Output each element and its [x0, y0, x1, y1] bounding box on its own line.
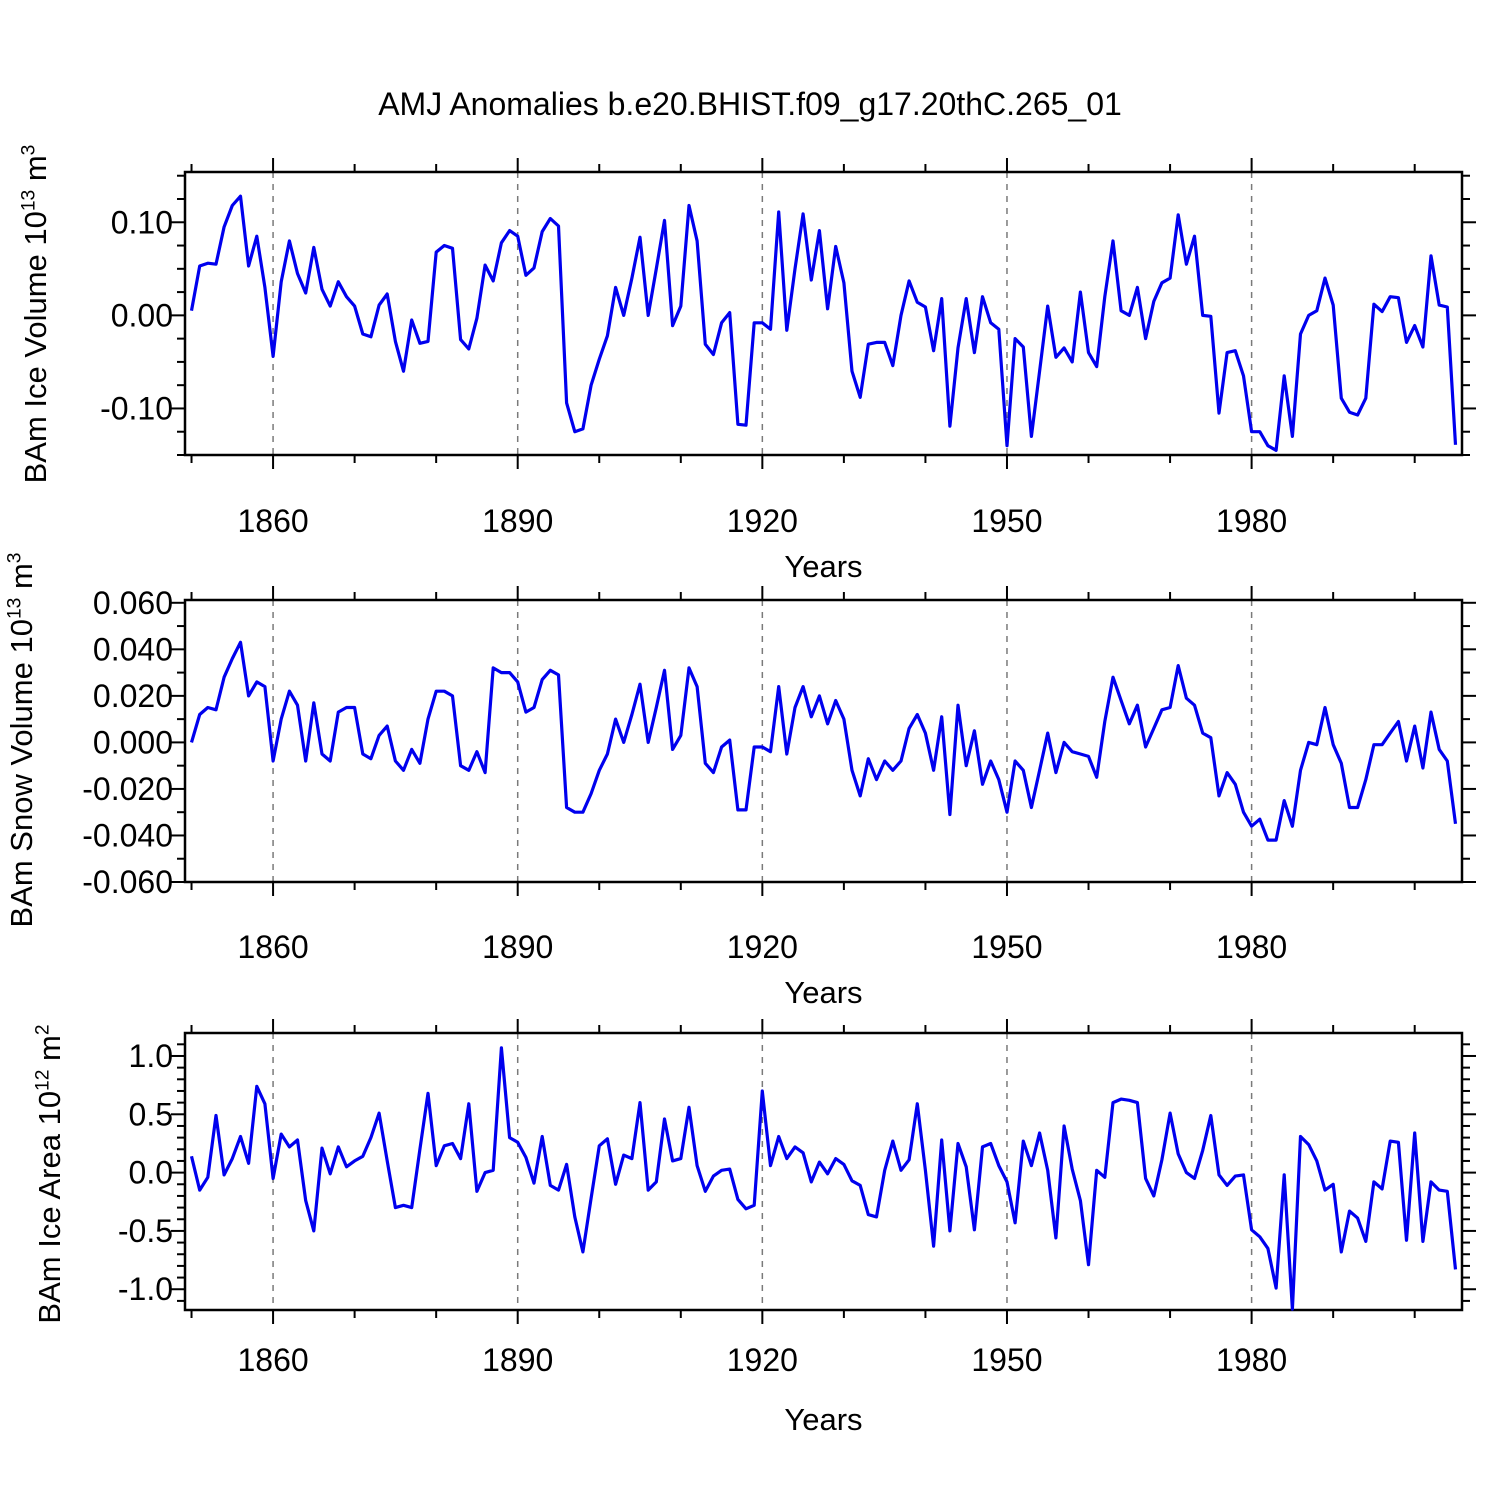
y-axis-title-exponent: 13 — [4, 597, 26, 620]
svg-text:1980: 1980 — [1216, 503, 1287, 539]
series-line-bam-ice-area-anomaly — [189, 1046, 1458, 1311]
y-axis-title-unit-exponent: 3 — [4, 552, 26, 564]
svg-text:1920: 1920 — [727, 929, 798, 965]
svg-text:1890: 1890 — [482, 1342, 553, 1378]
svg-text:0.060: 0.060 — [93, 585, 173, 621]
y-axis-title-exponent: 13 — [18, 189, 40, 212]
svg-text:-1.0: -1.0 — [118, 1271, 173, 1307]
svg-text:0.00: 0.00 — [111, 297, 173, 333]
y-axis-title-ice-area: BAm Ice Area 1012 m2 — [32, 874, 68, 1474]
series-line-bam-snow-volume-anomaly — [189, 640, 1458, 842]
svg-text:-0.040: -0.040 — [82, 817, 173, 853]
y-axis-title-unit: m — [18, 155, 53, 190]
svg-text:0.020: 0.020 — [93, 678, 173, 714]
svg-text:1920: 1920 — [727, 1342, 798, 1378]
svg-text:0.10: 0.10 — [111, 204, 173, 240]
svg-text:1860: 1860 — [237, 503, 308, 539]
svg-text:1.0: 1.0 — [129, 1038, 173, 1074]
chart-title: AMJ Anomalies b.e20.BHIST.f09_g17.20thC.… — [378, 86, 1122, 122]
svg-text:1890: 1890 — [482, 503, 553, 539]
svg-text:-0.020: -0.020 — [82, 771, 173, 807]
svg-text:0.0: 0.0 — [129, 1155, 173, 1191]
svg-text:1860: 1860 — [237, 929, 308, 965]
svg-text:-0.060: -0.060 — [82, 864, 173, 900]
x-axis-title-panel3: Years — [784, 1402, 863, 1437]
x-axis-title-panel1: Years — [784, 549, 863, 584]
svg-text:1980: 1980 — [1216, 929, 1287, 965]
svg-text:0.5: 0.5 — [129, 1096, 173, 1132]
svg-text:-0.10: -0.10 — [100, 390, 173, 426]
svg-text:1920: 1920 — [727, 503, 798, 539]
svg-text:1890: 1890 — [482, 929, 553, 965]
y-axis-title-unit: m — [32, 1035, 67, 1070]
svg-text:1950: 1950 — [971, 503, 1042, 539]
y-axis-title-text: BAm Ice Area 10 — [32, 1090, 67, 1324]
y-axis-title-unit-exponent: 2 — [32, 1024, 54, 1036]
svg-text:-0.5: -0.5 — [118, 1213, 173, 1249]
svg-text:1860: 1860 — [237, 1342, 308, 1378]
y-axis-title-unit-exponent: 3 — [18, 144, 40, 156]
svg-text:1950: 1950 — [971, 1342, 1042, 1378]
y-axis-title-exponent: 12 — [32, 1069, 54, 1091]
series-line-bam-ice-volume-anomaly — [189, 194, 1458, 452]
y-axis-title-unit: m — [4, 563, 39, 598]
x-axis-title-panel2: Years — [784, 975, 863, 1010]
svg-text:1950: 1950 — [971, 929, 1042, 965]
svg-text:0.000: 0.000 — [93, 724, 173, 760]
svg-text:0.040: 0.040 — [93, 631, 173, 667]
svg-text:1980: 1980 — [1216, 1342, 1287, 1378]
